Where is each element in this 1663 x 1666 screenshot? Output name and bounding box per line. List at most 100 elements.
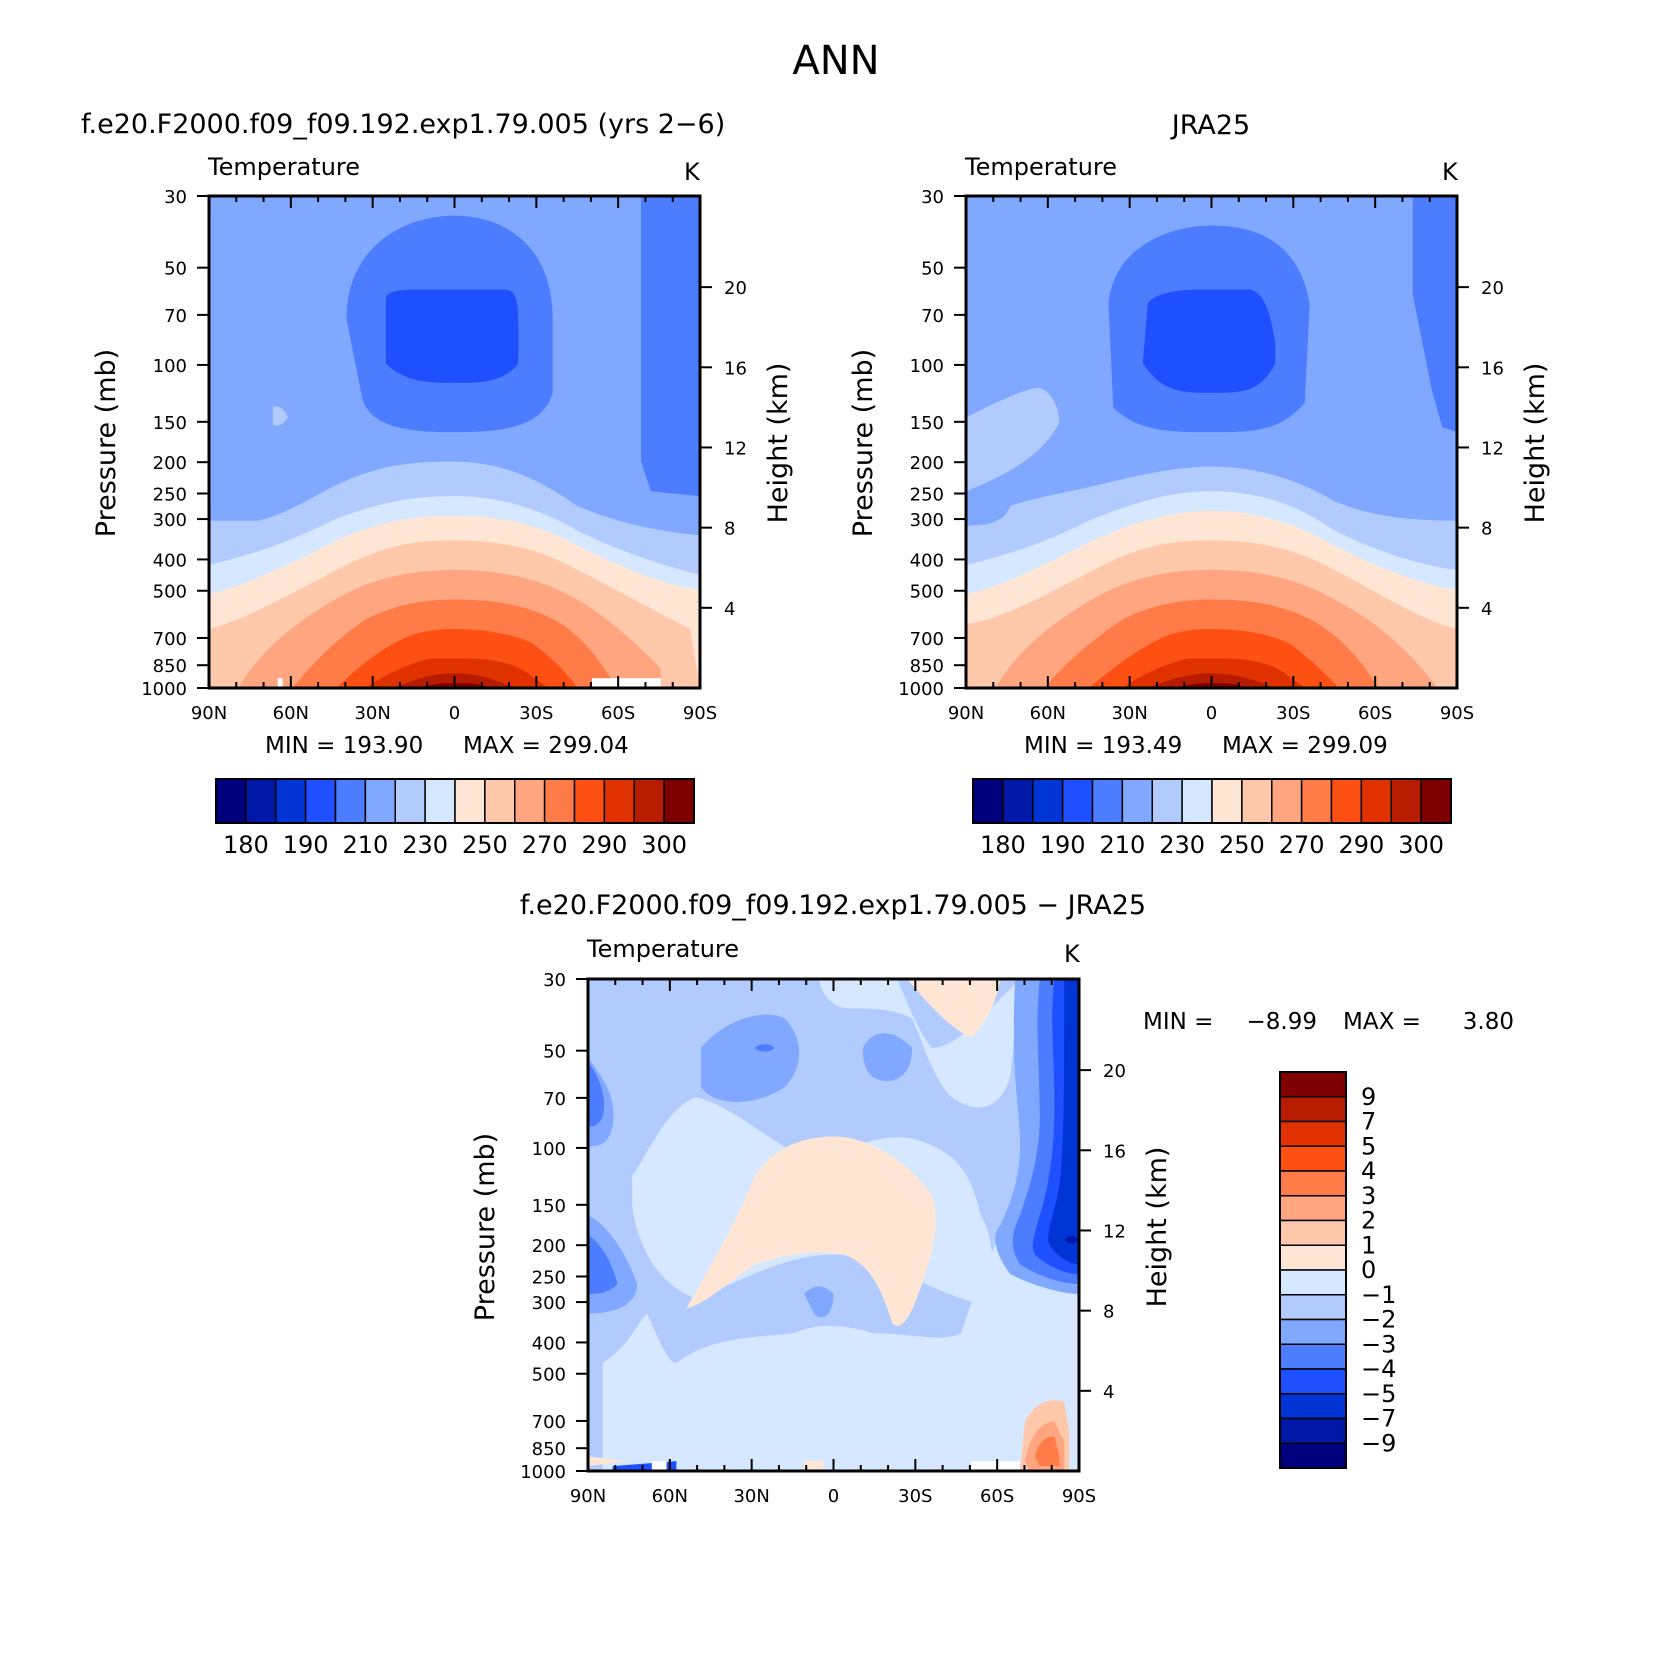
colorbar-swatch — [1279, 1294, 1347, 1321]
x-tick-label: 30N — [1111, 703, 1147, 724]
panel-model: f.e20.F2000.f09_f09.192.exp1.79.005 (yrs… — [81, 109, 794, 859]
panel-model-max: MAX = 299.04 — [463, 733, 629, 759]
panel-diff-min-value: −8.99 — [1247, 1009, 1317, 1035]
colorbar-label: 5 — [1361, 1132, 1376, 1160]
colorbar-label: −7 — [1361, 1405, 1396, 1433]
y2-tick-label: 16 — [1103, 1141, 1126, 1162]
y-tick-label: 300 — [153, 510, 187, 531]
y-tick-label: 70 — [164, 306, 187, 327]
colorbar-swatch — [1279, 1368, 1347, 1395]
panel-diff-plot — [588, 979, 1079, 1471]
panel-model-y2label: Height (km) — [763, 363, 794, 524]
y2-tick-label: 4 — [1103, 1382, 1114, 1403]
y-tick-label: 500 — [910, 582, 944, 603]
panel-model-units: K — [684, 158, 701, 186]
y-tick-label: 50 — [921, 259, 944, 280]
y2-tick-label: 8 — [1103, 1302, 1114, 1323]
panel-obs-y2label: Height (km) — [1520, 363, 1551, 524]
y-tick-label: 100 — [910, 356, 944, 377]
y-tick-label: 50 — [164, 259, 187, 280]
colorbar-swatch — [1279, 1219, 1347, 1246]
colorbar-swatch — [1330, 778, 1363, 824]
panel-model-title: f.e20.F2000.f09_f09.192.exp1.79.005 (yrs… — [81, 109, 725, 140]
colorbar-swatch — [1279, 1096, 1347, 1123]
y-tick-label: 250 — [153, 484, 187, 505]
colorbar-swatch — [1211, 778, 1243, 824]
x-tick-label: 90S — [1440, 703, 1474, 724]
colorbar-label: 7 — [1361, 1108, 1376, 1136]
colorbar-swatch — [1420, 778, 1452, 824]
colorbar-label: 250 — [1219, 831, 1265, 859]
colorbar-swatch — [663, 778, 695, 824]
colorbar-frame — [1279, 1071, 1347, 1469]
colorbar-swatch — [275, 778, 307, 824]
y-tick-label: 400 — [153, 550, 187, 571]
colorbar-label: 4 — [1361, 1157, 1376, 1185]
colorbar-swatch — [484, 778, 516, 824]
colorbar-label: 230 — [1159, 831, 1205, 859]
panel-diff-title: f.e20.F2000.f09_f09.192.exp1.79.005 − JR… — [520, 890, 1146, 921]
colorbar-swatch — [514, 778, 546, 824]
y2-tick-label: 16 — [1481, 358, 1504, 379]
y-tick-label: 70 — [543, 1089, 566, 1110]
y-tick-label: 400 — [532, 1333, 566, 1354]
colorbar-label: 190 — [283, 831, 329, 859]
colorbar-swatch — [1279, 1244, 1347, 1271]
colorbar-swatch — [1241, 778, 1273, 824]
colorbar-label: 9 — [1361, 1083, 1376, 1111]
panel-obs: JRA25 Temperature K Pressure (mb) Height… — [848, 110, 1551, 859]
y-tick-label: 1000 — [520, 1462, 566, 1483]
x-tick-label: 30S — [898, 1486, 932, 1507]
x-tick-label: 30N — [354, 703, 390, 724]
colorbar-label: 2 — [1361, 1207, 1376, 1235]
x-tick-label: 90N — [191, 703, 227, 724]
y-tick-label: 30 — [921, 187, 944, 208]
colorbar-swatch — [1279, 1393, 1347, 1420]
colorbar-label: −1 — [1361, 1281, 1396, 1309]
y-tick-label: 200 — [532, 1236, 566, 1257]
y-tick-label: 1000 — [898, 679, 944, 700]
colorbar-swatch — [1121, 778, 1153, 824]
colorbar-swatch — [334, 778, 367, 824]
panel-obs-plot — [966, 196, 1457, 688]
colorbar-swatch — [1279, 1195, 1347, 1222]
colorbar-label: 190 — [1040, 831, 1086, 859]
panel-diff-max-value: 3.80 — [1463, 1009, 1514, 1035]
panel-diff-field-label: Temperature — [586, 935, 739, 963]
panel-diff-units: K — [1064, 940, 1081, 968]
y-tick-label: 100 — [532, 1139, 566, 1160]
x-tick-label: 90N — [948, 703, 984, 724]
y-tick-label: 700 — [532, 1412, 566, 1433]
colorbar-swatch — [424, 778, 456, 824]
panel-obs-ylabel: Pressure (mb) — [848, 349, 879, 537]
colorbar-label: 290 — [1338, 831, 1384, 859]
colorbar-frame — [972, 778, 1452, 824]
colorbar-label: 210 — [1099, 831, 1145, 859]
colorbar-swatch — [1279, 1417, 1347, 1444]
colorbar-swatch — [1002, 778, 1034, 824]
x-tick-label: 60N — [652, 1486, 688, 1507]
panel-diff-y2label: Height (km) — [1142, 1147, 1173, 1308]
colorbar-swatch — [1061, 778, 1094, 824]
y-tick-label: 150 — [910, 413, 944, 434]
colorbar-swatch — [1181, 778, 1213, 824]
colorbar-swatch — [1279, 1145, 1347, 1172]
colorbar-label: −5 — [1361, 1380, 1396, 1408]
colorbar-swatch — [603, 778, 635, 824]
colorbar-swatch — [454, 778, 486, 824]
y2-tick-label: 4 — [724, 599, 735, 620]
panel-model-ylabel: Pressure (mb) — [91, 349, 122, 537]
x-tick-label: 60S — [980, 1486, 1014, 1507]
y2-tick-label: 8 — [1481, 519, 1492, 540]
colorbar-label: 210 — [342, 831, 388, 859]
colorbar-swatch — [1300, 778, 1333, 824]
x-tick-label: 0 — [449, 703, 460, 724]
x-tick-label: 60S — [601, 703, 635, 724]
colorbar-frame — [215, 778, 695, 824]
colorbar-swatch — [1271, 778, 1303, 824]
y-tick-label: 100 — [153, 356, 187, 377]
colorbar-label: 270 — [1279, 831, 1325, 859]
panel-obs-max: MAX = 299.09 — [1222, 733, 1388, 759]
